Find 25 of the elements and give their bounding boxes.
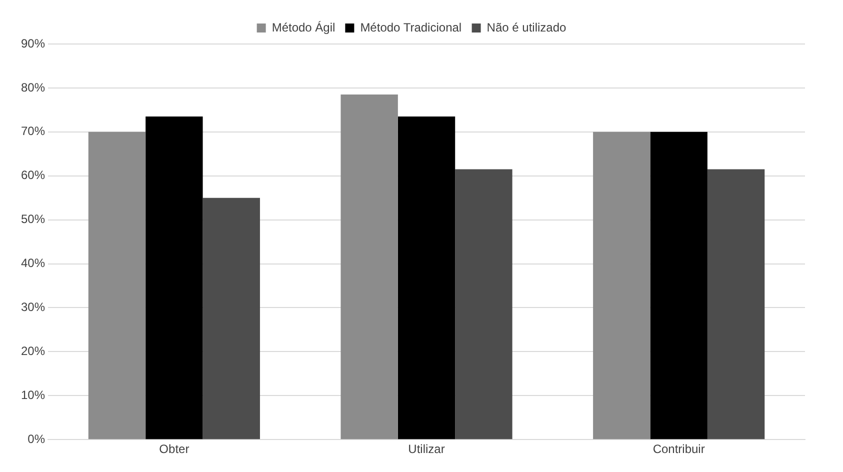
legend-label: Não é utilizado [486,20,567,34]
y-tick-label: 70% [20,124,46,138]
x-tick-label: Obter [159,442,190,456]
bar [707,169,765,440]
y-tick-label: 50% [20,212,46,226]
y-tick-label: 10% [20,388,46,402]
y-tick-label: 90% [20,36,46,50]
bar [340,94,398,440]
bar [398,116,456,440]
y-tick-label: 40% [20,256,46,270]
bar [146,116,203,440]
y-tick-label: 80% [20,80,46,94]
bar [202,198,260,440]
legend-label: Método Tradicional [360,20,462,34]
y-tick-label: 60% [20,168,46,182]
y-tick-label: 0% [28,432,46,446]
bar [88,132,146,440]
x-tick-label: Utilizar [408,442,445,456]
y-tick-label: 20% [20,344,46,358]
bar [593,132,650,440]
bar [650,132,708,440]
bar [455,169,512,440]
y-tick-label: 30% [20,300,46,314]
x-tick-label: Contribuir [652,442,705,456]
legend-label: Método Ágil [272,20,336,34]
